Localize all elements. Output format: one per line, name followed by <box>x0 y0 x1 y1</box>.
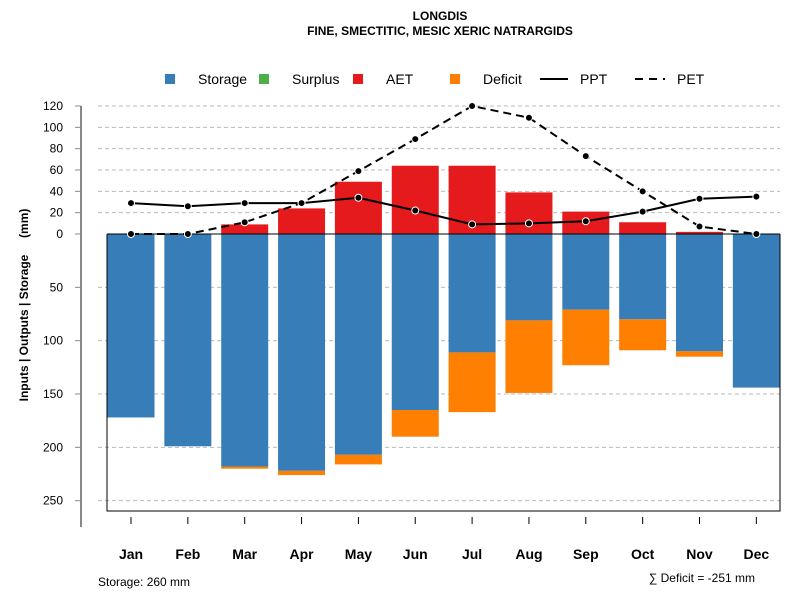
aet-bar <box>619 222 667 234</box>
storage-bar <box>278 234 326 471</box>
ppt-point <box>638 207 647 216</box>
legend-label: Storage <box>198 71 247 87</box>
aet-bar <box>676 231 723 234</box>
pet-point <box>183 230 192 238</box>
ppt-point <box>297 199 306 208</box>
legend-label: AET <box>386 71 414 87</box>
pet-point <box>638 187 647 196</box>
x-tick-label: Oct <box>631 546 655 562</box>
y-tick-label: 50 <box>50 280 64 294</box>
pet-point <box>127 230 135 238</box>
y-tick-label: 150 <box>43 387 63 401</box>
aet-bar <box>334 181 382 234</box>
y-tick-label: 200 <box>43 440 63 454</box>
x-tick-label: Aug <box>515 546 542 562</box>
deficit-bar <box>676 351 723 357</box>
storage-bar <box>505 234 553 321</box>
plot-box <box>106 234 781 512</box>
y-tick-label: 100 <box>43 334 63 348</box>
y-tick-label: 80 <box>50 142 64 156</box>
deficit-bar <box>391 410 439 437</box>
ppt-line <box>130 195 757 226</box>
deficit-bar <box>448 352 496 413</box>
deficit-annotation: ∑ Deficit = -251 mm <box>649 571 755 585</box>
pet-point <box>468 101 477 110</box>
deficit-bar <box>221 466 269 469</box>
legend-label: Deficit <box>483 71 522 87</box>
surplus-legend-swatch <box>259 74 269 84</box>
deficit-bar <box>278 470 326 476</box>
legend-label: Surplus <box>292 71 339 87</box>
chart-subtitle: FINE, SMECTITIC, MESIC XERIC NATRARGIDS <box>307 24 573 38</box>
pet-point <box>752 230 761 238</box>
y-tick-label: 100 <box>43 120 63 134</box>
ppt-point <box>411 206 420 215</box>
storage-bar <box>562 234 610 310</box>
y-tick-label: 20 <box>50 206 64 220</box>
storage-bar <box>221 234 269 467</box>
y-tick-label: 120 <box>43 99 63 113</box>
deficit-legend-swatch <box>450 74 460 84</box>
x-tick-label: May <box>345 546 372 562</box>
ppt-point <box>695 194 704 203</box>
y-axis-label: Inputs | Outputs | Storage (mm) <box>17 209 31 402</box>
storage-bar <box>448 234 496 353</box>
ppt-point <box>240 199 249 208</box>
ppt-point <box>183 202 192 211</box>
legend-label: PPT <box>580 71 608 87</box>
ppt-point <box>524 219 533 228</box>
storage-bar <box>732 234 780 388</box>
storage-legend-swatch <box>165 74 175 84</box>
pet-point <box>695 222 704 231</box>
pet-point <box>524 113 533 122</box>
pet-point <box>240 218 249 227</box>
aet-bar <box>221 224 269 234</box>
ppt-point <box>468 220 477 229</box>
x-tick-label: Jul <box>462 546 482 562</box>
storage-bar <box>164 234 212 447</box>
aet-legend-swatch <box>353 74 363 84</box>
x-tick-label: Jan <box>119 546 143 562</box>
x-tick-label: Nov <box>686 546 713 562</box>
x-tick-label: Apr <box>289 546 314 562</box>
aet-bar <box>391 165 439 234</box>
y-tick-label: 0 <box>56 227 63 241</box>
deficit-bar <box>562 309 610 366</box>
ppt-point <box>581 217 590 226</box>
aet-bar <box>505 192 553 234</box>
ppt-point <box>127 199 135 208</box>
chart-title: LONGDIS <box>413 9 468 23</box>
storage-bar <box>107 234 155 418</box>
pet-point <box>581 152 590 161</box>
deficit-bar <box>334 454 382 465</box>
deficit-bar <box>619 319 667 351</box>
x-tick-label: Dec <box>744 546 770 562</box>
x-tick-label: Sep <box>573 546 599 562</box>
storage-bar <box>676 234 723 352</box>
pet-point <box>411 135 420 144</box>
deficit-bar <box>505 320 553 393</box>
ppt-point <box>354 193 363 202</box>
y-tick-label: 60 <box>50 163 64 177</box>
legend-label: PET <box>677 71 705 87</box>
storage-bar <box>391 234 439 411</box>
x-tick-label: Jun <box>403 546 428 562</box>
y-tick-label: 40 <box>50 184 64 198</box>
pet-point <box>354 167 363 176</box>
storage-bar <box>619 234 667 320</box>
aet-bar <box>278 208 326 234</box>
ppt-point <box>752 192 761 201</box>
x-tick-label: Mar <box>232 546 257 562</box>
storage-bar <box>334 234 382 455</box>
x-tick-label: Feb <box>175 546 200 562</box>
pet-line <box>131 104 757 235</box>
storage-annotation: Storage: 260 mm <box>98 575 190 589</box>
y-tick-label: 250 <box>43 494 63 508</box>
